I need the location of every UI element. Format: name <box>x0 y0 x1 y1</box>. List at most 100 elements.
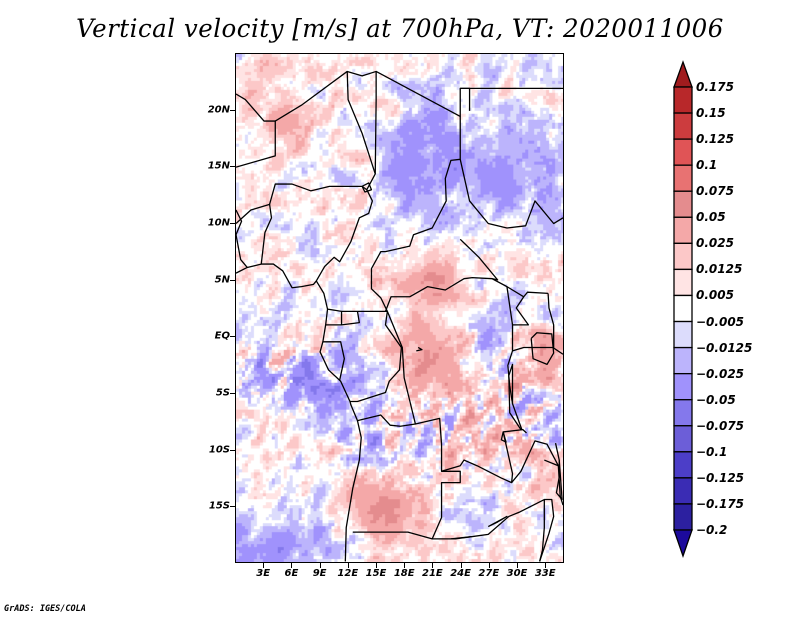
border-line <box>386 311 472 540</box>
colorbar-box <box>673 477 693 505</box>
y-tick <box>230 449 235 451</box>
colorbar-box <box>673 399 693 427</box>
border-line <box>554 443 563 501</box>
colorbar-label: 0.05 <box>696 210 726 225</box>
border-line <box>352 531 433 540</box>
colorbar-label: 0.125 <box>696 132 734 147</box>
colorbar-extend-max <box>673 60 693 88</box>
colorbar-box <box>673 216 693 245</box>
border-line <box>552 346 563 355</box>
colorbar-box <box>673 112 693 140</box>
border-line <box>459 87 563 117</box>
colorbar-label: −0.125 <box>696 470 745 485</box>
border-line <box>236 93 276 168</box>
colorbar-label: 0.15 <box>696 106 726 121</box>
x-tick <box>460 563 462 568</box>
border-line <box>512 346 554 352</box>
colorbar-box <box>673 451 693 479</box>
colorbar-box <box>673 503 693 531</box>
colorbar-label: −0.005 <box>696 314 745 329</box>
y-tick <box>230 506 235 508</box>
y-tick-label: 15S <box>208 500 230 512</box>
border-line <box>459 238 499 281</box>
y-tick <box>230 393 235 394</box>
chart-title: Vertical velocity [m/s] at 700hPa, VT: 2… <box>76 14 724 43</box>
border-line <box>544 459 559 467</box>
border-line <box>268 183 368 205</box>
colorbar-box <box>673 268 693 297</box>
y-tick-label: 10S <box>208 444 230 456</box>
y-tick <box>230 336 235 338</box>
y-tick-label: EQ <box>214 330 230 342</box>
colorbar-box <box>673 164 693 192</box>
border-line <box>530 332 555 366</box>
colorbar-label: −0.175 <box>696 496 745 511</box>
y-tick-label: 20N <box>207 104 230 116</box>
colorbar-label: 0.005 <box>696 288 734 303</box>
colorbar-label: 0.025 <box>696 236 734 251</box>
vertical-velocity-field <box>236 54 563 562</box>
colorbar-label: −0.05 <box>696 392 736 407</box>
map-plot-area <box>235 53 564 563</box>
colorbar-box <box>673 372 693 401</box>
border-line <box>487 515 508 528</box>
colorbar <box>673 60 693 558</box>
x-tick <box>432 563 434 568</box>
border-line <box>441 429 527 484</box>
y-tick <box>230 223 235 224</box>
x-tick <box>488 563 490 568</box>
x-tick-label: 27E <box>478 568 500 579</box>
border-line <box>357 414 416 427</box>
colorbar-box <box>673 294 693 323</box>
border-line <box>459 159 563 229</box>
x-tick-label: 15E <box>365 568 387 579</box>
y-tick <box>230 279 235 281</box>
border-line <box>236 203 273 265</box>
x-tick-label: 30E <box>506 568 528 579</box>
x-tick-label: 33E <box>534 568 556 579</box>
x-tick <box>291 563 293 568</box>
y-tick-label: 10N <box>207 217 230 229</box>
border-line <box>512 296 530 326</box>
border-line <box>500 431 507 443</box>
border-line <box>236 209 248 268</box>
colorbar-label: −0.2 <box>696 523 728 537</box>
y-tick <box>230 166 235 168</box>
x-tick <box>263 563 265 568</box>
colorbar-label: 0.075 <box>696 184 734 199</box>
colorbar-label: −0.025 <box>696 366 745 381</box>
y-tick-label: 5S <box>215 387 230 399</box>
x-tick-label: 21E <box>422 568 443 579</box>
border-line <box>325 308 343 326</box>
border-line <box>274 70 461 312</box>
border-line <box>236 263 362 562</box>
border-line <box>384 276 549 312</box>
x-tick-label: 3E <box>256 568 271 579</box>
x-tick-label: 12E <box>337 568 359 579</box>
x-tick-label: 6E <box>284 568 299 579</box>
border-line <box>450 498 545 562</box>
x-tick <box>376 563 377 568</box>
border-line <box>374 71 377 174</box>
colorbar-box <box>673 320 693 349</box>
x-tick <box>319 563 321 568</box>
colorbar-label: 0.0125 <box>696 262 743 277</box>
border-line <box>341 311 360 326</box>
border-line <box>416 346 423 352</box>
border-line <box>511 440 563 506</box>
x-tick-label: 18E <box>393 568 415 579</box>
border-line <box>508 363 522 431</box>
x-tick <box>545 563 547 568</box>
y-tick <box>230 109 235 111</box>
colorbar-box <box>673 138 693 166</box>
border-line <box>315 71 376 282</box>
border-line <box>322 341 345 381</box>
colorbar-box <box>673 190 693 218</box>
colorbar-box <box>673 86 693 114</box>
colorbar-extend-min <box>673 529 693 558</box>
colorbar-label: −0.0125 <box>696 340 753 355</box>
border-line <box>547 293 555 348</box>
colorbar-box <box>673 346 693 375</box>
x-tick-label: 9E <box>312 568 327 579</box>
border-line <box>460 87 471 111</box>
